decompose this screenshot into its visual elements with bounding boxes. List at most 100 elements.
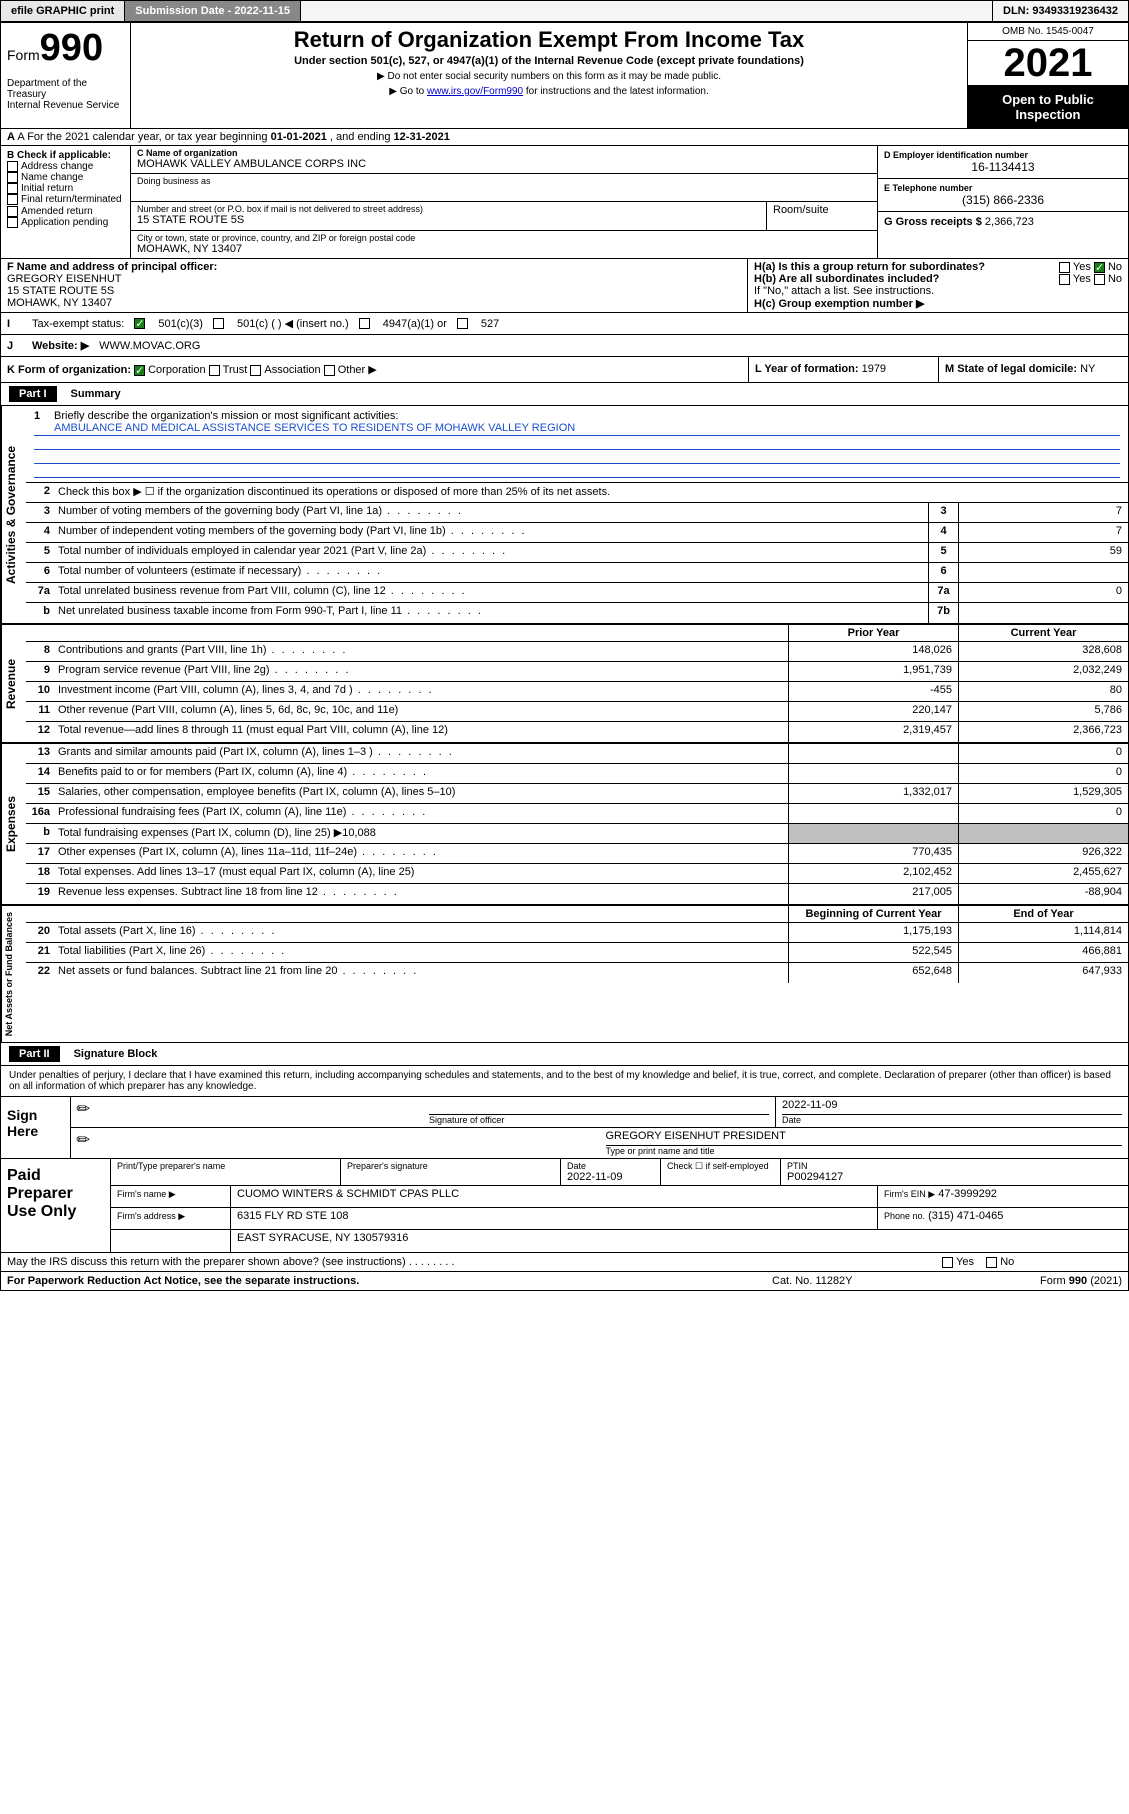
checkbox-final-return[interactable]: [7, 194, 18, 205]
submission-date-button[interactable]: Submission Date - 2022-11-15: [125, 1, 301, 21]
checkbox-527[interactable]: [457, 318, 468, 329]
form-subtitle: Under section 501(c), 527, or 4947(a)(1)…: [137, 55, 961, 67]
checkbox-address-change[interactable]: [7, 161, 18, 172]
row-19: 19Revenue less expenses. Subtract line 1…: [26, 884, 1128, 904]
row-20-cur: 1,114,814: [958, 923, 1128, 942]
row-a-mid: , and ending: [330, 131, 394, 143]
row-a-text: A A For the 2021 calendar year, or tax y…: [1, 129, 456, 145]
checkbox-amended[interactable]: [7, 206, 18, 217]
revenue-rows: Prior Year Current Year 8Contributions a…: [26, 625, 1128, 742]
balance-section: Net Assets or Fund Balances Beginning of…: [1, 906, 1128, 1043]
row-16b-prior: [788, 824, 958, 843]
row-7b-val: [958, 603, 1128, 623]
addr-label: Number and street (or P.O. box if mail i…: [137, 204, 760, 214]
row-17: 17Other expenses (Part IX, column (A), l…: [26, 844, 1128, 864]
checkbox-assoc[interactable]: [250, 365, 261, 376]
topbar: efile GRAPHIC print Submission Date - 20…: [0, 0, 1129, 22]
sign-right: ✎ Signature of officer 2022-11-09 Date ✎…: [71, 1097, 1128, 1158]
row-4-cell: 4: [928, 523, 958, 542]
k-right: M State of legal domicile: NY: [938, 357, 1128, 382]
hc-label: H(c) Group exemption number ▶: [754, 297, 1122, 310]
row-7a: 7a Total unrelated business revenue from…: [26, 583, 1128, 603]
checkbox-trust[interactable]: [209, 365, 220, 376]
checkbox-501c3[interactable]: [134, 318, 145, 329]
section-fh: F Name and address of principal officer:…: [1, 258, 1128, 313]
sign-here-row: Sign Here ✎ Signature of officer 2022-11…: [1, 1097, 1128, 1159]
footer-right: Form 990 (2021): [972, 1275, 1122, 1287]
sig-date-label: Date: [782, 1115, 1122, 1125]
row-14: 14Benefits paid to or for members (Part …: [26, 764, 1128, 784]
domicile-state: NY: [1080, 363, 1095, 375]
row-9: 9Program service revenue (Part VIII, lin…: [26, 662, 1128, 682]
ein-row: D Employer identification number 16-1134…: [878, 146, 1128, 179]
row-19-desc: Revenue less expenses. Subtract line 18 …: [54, 884, 788, 904]
row-2: 2 Check this box ▶ ☐ if the organization…: [26, 483, 1128, 503]
sig-name: GREGORY EISENHUT PRESIDENT: [606, 1130, 1123, 1146]
form-number: 990: [40, 27, 103, 69]
gross-row: G Gross receipts $ 2,366,723: [878, 212, 1128, 232]
row-8: 8Contributions and grants (Part VIII, li…: [26, 642, 1128, 662]
footer-right-post: (2021): [1087, 1275, 1122, 1287]
col-f: F Name and address of principal officer:…: [1, 259, 748, 312]
checkbox-corp[interactable]: [134, 365, 145, 376]
checkbox-501c[interactable]: [213, 318, 224, 329]
checkbox-discuss-yes[interactable]: [942, 1257, 953, 1268]
checkbox-4947[interactable]: [359, 318, 370, 329]
row-a: A A For the 2021 calendar year, or tax y…: [1, 129, 1128, 146]
vtab-expenses: Expenses: [1, 744, 26, 904]
row-9-desc: Program service revenue (Part VIII, line…: [54, 662, 788, 681]
row-6-num: 6: [26, 563, 54, 582]
formation-label: L Year of formation:: [755, 363, 859, 375]
row-10-cur: 80: [958, 682, 1128, 701]
k-label: K Form of organization:: [7, 364, 131, 376]
efile-print-button[interactable]: efile GRAPHIC print: [1, 1, 125, 21]
row-4-val: 7: [958, 523, 1128, 542]
row-13-cur: 0: [958, 744, 1128, 763]
current-year-hdr: Current Year: [958, 625, 1128, 641]
checkbox-ha-no[interactable]: [1094, 262, 1105, 273]
part1-label: Part I: [9, 386, 57, 402]
sig-line-1: ✎ Signature of officer 2022-11-09 Date: [71, 1097, 1128, 1128]
checkbox-name-change[interactable]: [7, 172, 18, 183]
row-22-cur: 647,933: [958, 963, 1128, 983]
checkbox-initial-return[interactable]: [7, 183, 18, 194]
irs-link[interactable]: www.irs.gov/Form990: [427, 86, 523, 97]
part2-label: Part II: [9, 1046, 60, 1062]
checkbox-app-pending[interactable]: [7, 217, 18, 228]
row-15: 15Salaries, other compensation, employee…: [26, 784, 1128, 804]
opt-501c: 501(c) ( ) ◀ (insert no.): [237, 317, 349, 330]
checkbox-hb-yes[interactable]: [1059, 274, 1070, 285]
row-15-num: 15: [26, 784, 54, 803]
checkbox-other[interactable]: [324, 365, 335, 376]
row-7b-cell: 7b: [928, 603, 958, 623]
checkbox-hb-no[interactable]: [1094, 274, 1105, 285]
row-3-cell: 3: [928, 503, 958, 522]
row-16b-cur: [958, 824, 1128, 843]
ptin-value: P00294127: [787, 1171, 1122, 1183]
row-14-prior: [788, 764, 958, 783]
sig-label: Signature of officer: [429, 1115, 769, 1125]
col-d: D Employer identification number 16-1134…: [878, 146, 1128, 258]
officer-label: F Name and address of principal officer:: [7, 261, 741, 273]
city-value: MOHAWK, NY 13407: [137, 243, 871, 255]
mission-q: Briefly describe the organization's miss…: [54, 410, 398, 422]
row-8-num: 8: [26, 642, 54, 661]
checkbox-ha-yes[interactable]: [1059, 262, 1070, 273]
footer-row: For Paperwork Reduction Act Notice, see …: [1, 1272, 1128, 1290]
opt-app-pending: Application pending: [21, 217, 108, 228]
year-header-rev: Prior Year Current Year: [26, 625, 1128, 642]
officer-name: GREGORY EISENHUT: [7, 273, 741, 285]
officer-addr1: 15 STATE ROUTE 5S: [7, 285, 741, 297]
hb-label: H(b) Are all subordinates included?: [754, 273, 939, 285]
opt-address-change: Address change: [21, 161, 93, 172]
tax-status-label: Tax-exempt status:: [32, 318, 124, 330]
firm-ein-label: Firm's EIN ▶: [884, 1189, 935, 1199]
checkbox-discuss-no[interactable]: [986, 1257, 997, 1268]
row-16a-prior: [788, 804, 958, 823]
row-8-prior: 148,026: [788, 642, 958, 661]
opt-4947: 4947(a)(1) or: [383, 318, 447, 330]
row-7b-desc: Net unrelated business taxable income fr…: [54, 603, 928, 623]
row-18-prior: 2,102,452: [788, 864, 958, 883]
row-21-num: 21: [26, 943, 54, 962]
row-18-num: 18: [26, 864, 54, 883]
